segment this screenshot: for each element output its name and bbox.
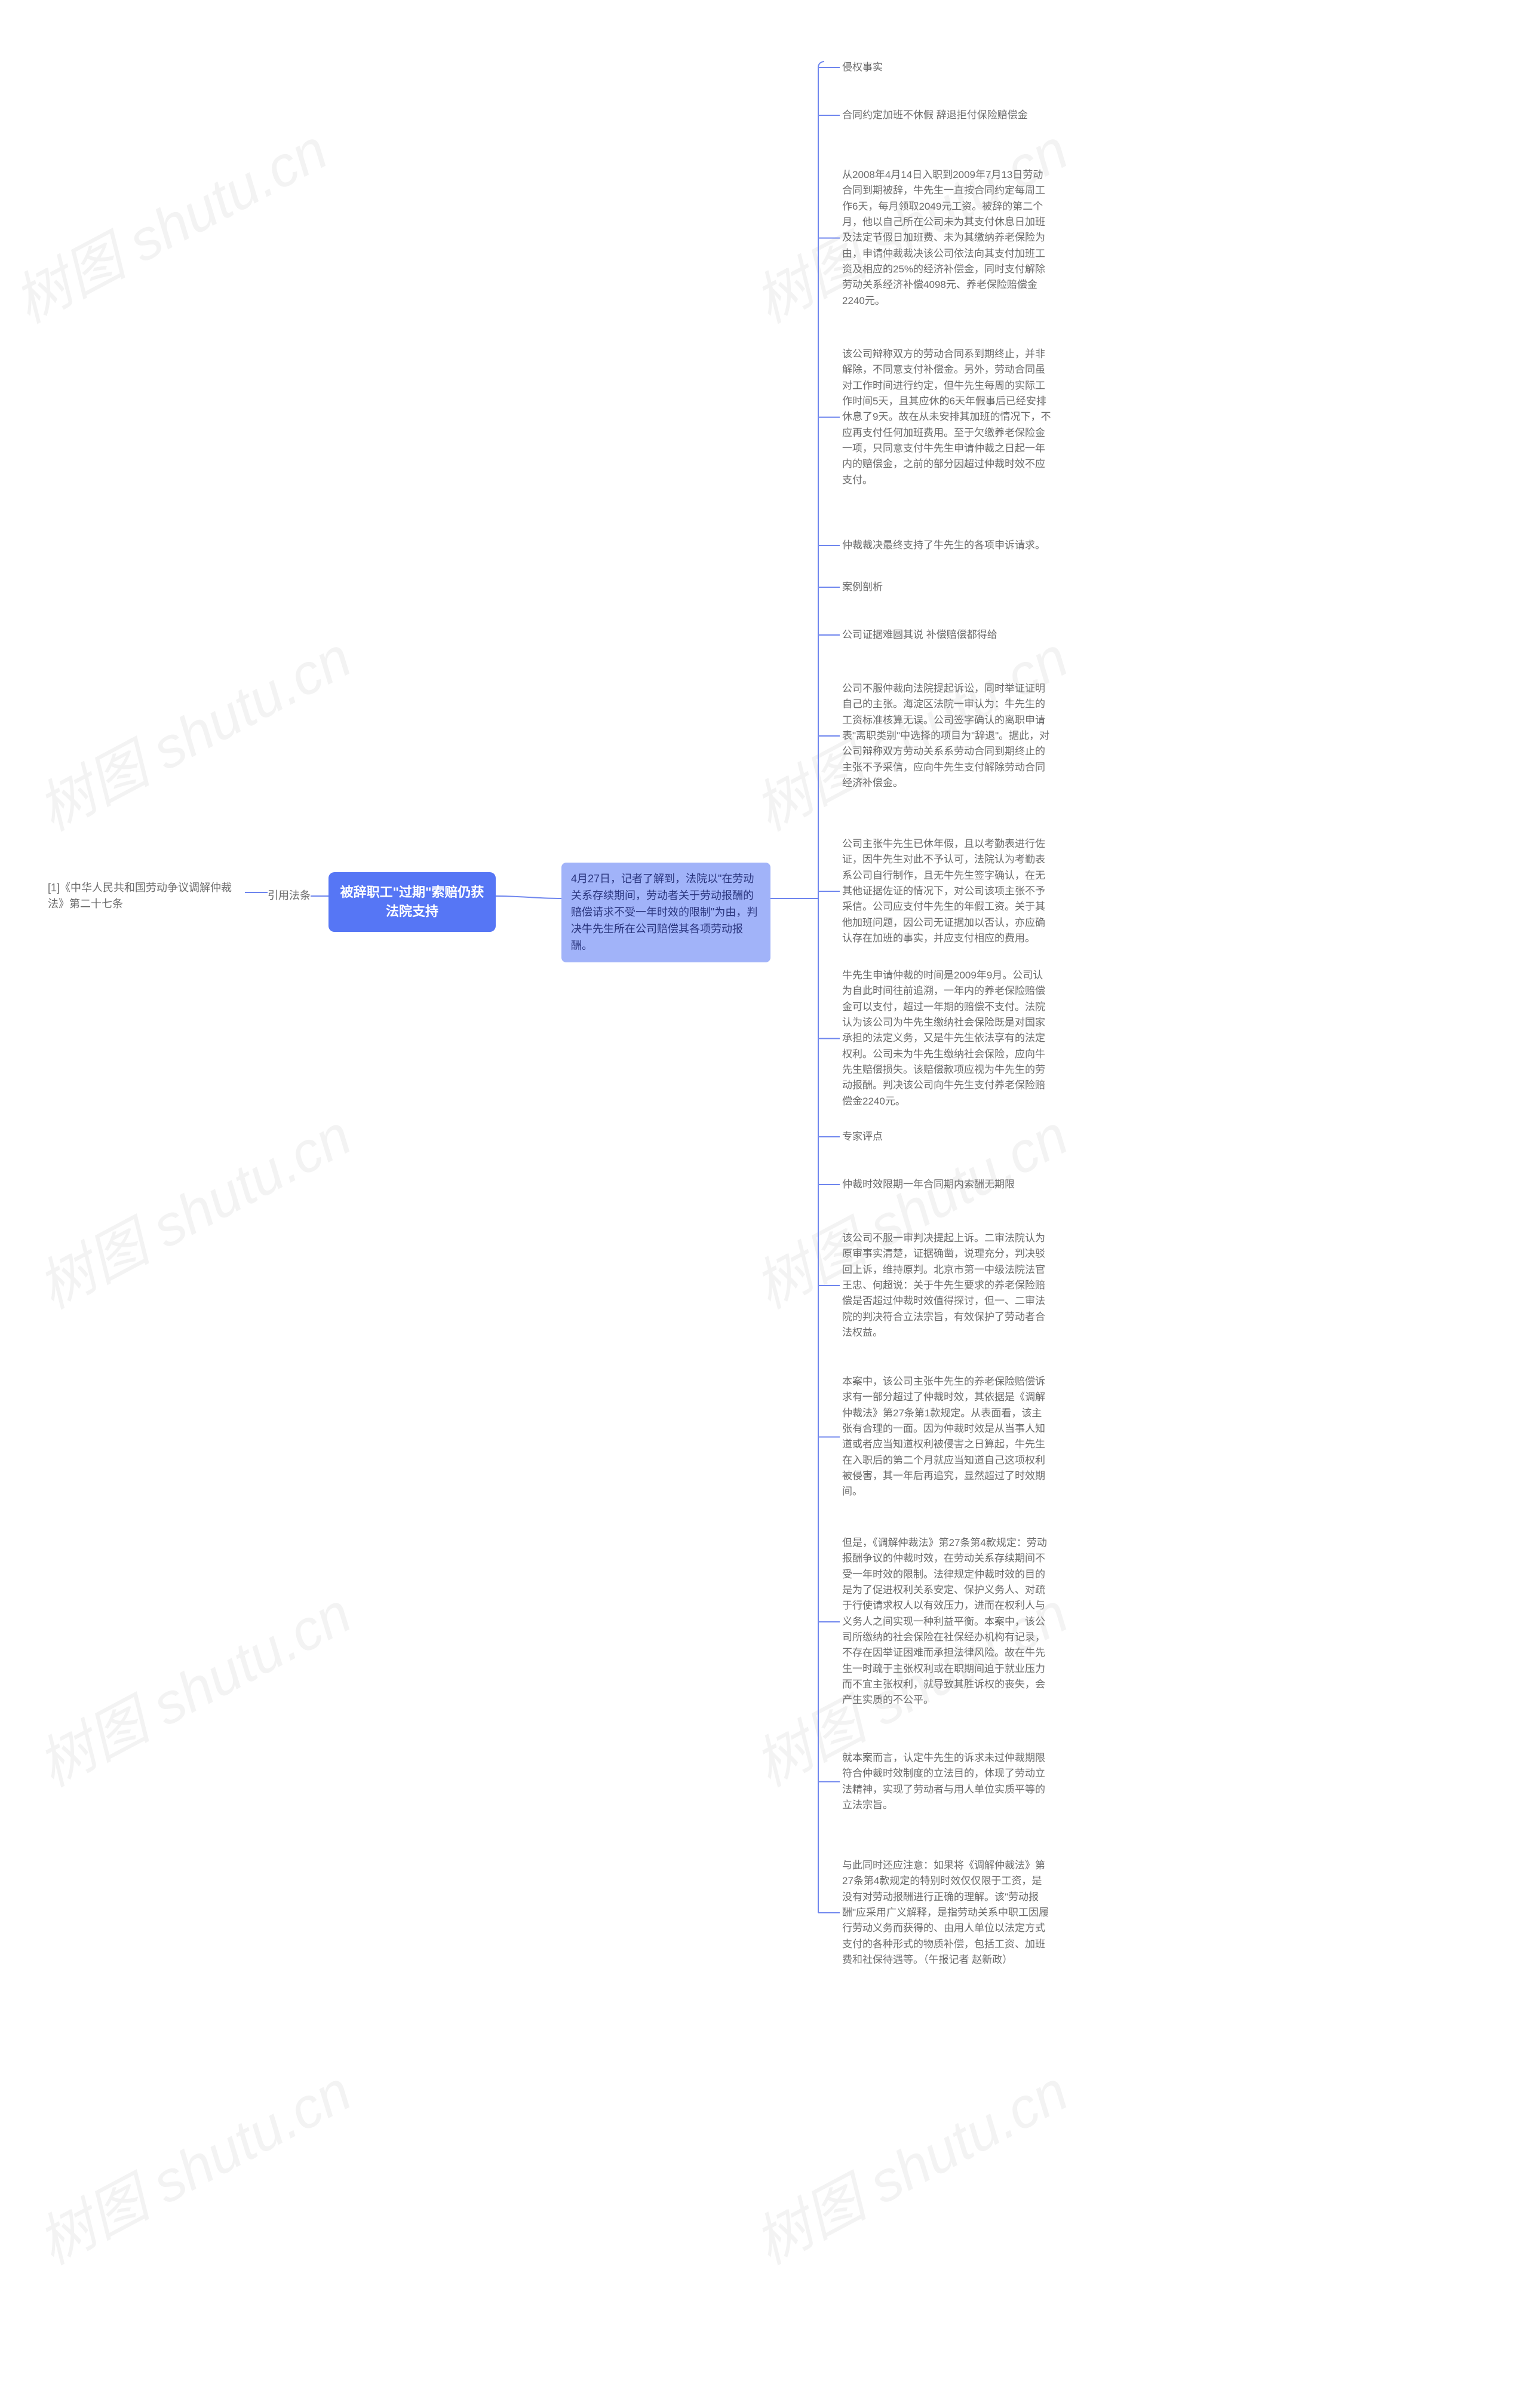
leaf-node: 公司不服仲裁向法院提起诉讼，同时举证证明自己的主张。海淀区法院一审认为：牛先生的… — [842, 681, 1051, 791]
watermark: 树图 shutu.cn — [22, 1091, 363, 1324]
leaf-node: 公司主张牛先生已休年假，且以考勤表进行佐证，因牛先生对此不予认可，法院认为考勤表… — [842, 836, 1051, 946]
leaf-text: 专家评点 — [842, 1131, 883, 1142]
leaf-node: 专家评点 — [842, 1129, 1051, 1145]
leaf-node: 就本案而言，认定牛先生的诉求未过仲裁期限符合仲裁时效制度的立法目的，体现了劳动立… — [842, 1750, 1051, 1813]
leaf-node: 但是，《调解仲裁法》第27条第4款规定：劳动报酬争议的仲裁时效，在劳动关系存续期… — [842, 1535, 1051, 1708]
sub-text: 4月27日，记者了解到，法院以"在劳动关系存续期间，劳动者关于劳动报酬的赔偿请求… — [571, 873, 757, 952]
leaf-node: 该公司辩称双方的劳动合同系到期终止，并非解除，不同意支付补偿金。另外，劳动合同虽… — [842, 346, 1051, 488]
citation-text: [1]《中华人民共和国劳动争议调解仲裁法》第二十七条 — [48, 880, 245, 912]
leaf-text: 该公司不服一审判决提起上诉。二审法院认为原审事实清楚，证据确凿，说理充分，判决驳… — [842, 1232, 1045, 1338]
leaf-node: 侵权事实 — [842, 60, 1051, 75]
leaf-text: 牛先生申请仲裁的时间是2009年9月。公司认为自此时间往前追溯，一年内的养老保险… — [842, 970, 1045, 1107]
leaf-node: 与此同时还应注意：如果将《调解仲裁法》第27条第4款规定的特别时效仅仅限于工资，… — [842, 1858, 1051, 1968]
leaf-node: 本案中，该公司主张牛先生的养老保险赔偿诉求有一部分超过了仲裁时效，其依据是《调解… — [842, 1374, 1051, 1500]
leaf-text: 该公司辩称双方的劳动合同系到期终止，并非解除，不同意支付补偿金。另外，劳动合同虽… — [842, 348, 1051, 486]
leaf-text: 仲裁裁决最终支持了牛先生的各项申诉请求。 — [842, 539, 1045, 551]
root-title: 被辞职工"过期"索赔仍获法院支持 — [340, 885, 484, 919]
watermark: 树图 shutu.cn — [22, 1569, 363, 1802]
leaf-text: 公司不服仲裁向法院提起诉讼，同时举证证明自己的主张。海淀区法院一审认为：牛先生的… — [842, 683, 1049, 789]
leaf-text: 与此同时还应注意：如果将《调解仲裁法》第27条第4款规定的特别时效仅仅限于工资，… — [842, 1860, 1049, 1965]
leaf-text: 仲裁时效限期一年合同期内索酬无期限 — [842, 1179, 1015, 1190]
leaf-node: 仲裁裁决最终支持了牛先生的各项申诉请求。 — [842, 538, 1051, 553]
leaf-node: 公司证据难圆其说 补偿赔偿都得给 — [842, 627, 1051, 643]
leaf-text: 合同约定加班不休假 辞退拒付保险赔偿金 — [842, 109, 1028, 121]
leaf-node: 仲裁时效限期一年合同期内索酬无期限 — [842, 1177, 1051, 1192]
watermark: 树图 shutu.cn — [22, 2047, 363, 2280]
watermark: 树图 shutu.cn — [738, 2047, 1080, 2280]
leaf-node: 案例剖析 — [842, 579, 1051, 595]
leaf-text: 从2008年4月14日入职到2009年7月13日劳动合同到期被辞，牛先生一直按合… — [842, 169, 1045, 306]
leaf-node: 合同约定加班不休假 辞退拒付保险赔偿金 — [842, 108, 1051, 123]
leaf-text: 公司证据难圆其说 补偿赔偿都得给 — [842, 629, 997, 640]
leaf-text: 案例剖析 — [842, 581, 883, 593]
leaf-text: 但是，《调解仲裁法》第27条第4款规定：劳动报酬争议的仲裁时效，在劳动关系存续期… — [842, 1537, 1047, 1705]
leaf-text: 就本案而言，认定牛先生的诉求未过仲裁期限符合仲裁时效制度的立法目的，体现了劳动立… — [842, 1752, 1045, 1811]
leaf-node: 牛先生申请仲裁的时间是2009年9月。公司认为自此时间往前追溯，一年内的养老保险… — [842, 968, 1051, 1109]
leaf-node: 该公司不服一审判决提起上诉。二审法院认为原审事实清楚，证据确凿，说理充分，判决驳… — [842, 1231, 1051, 1340]
leaf-text: 本案中，该公司主张牛先生的养老保险赔偿诉求有一部分超过了仲裁时效，其依据是《调解… — [842, 1376, 1045, 1497]
leaf-node: 从2008年4月14日入职到2009年7月13日劳动合同到期被辞，牛先生一直按合… — [842, 167, 1051, 309]
leaf-text: 侵权事实 — [842, 62, 883, 73]
watermark: 树图 shutu.cn — [22, 613, 363, 846]
leaf-text: 公司主张牛先生已休年假，且以考勤表进行佐证，因牛先生对此不予认可，法院认为考勤表… — [842, 838, 1045, 944]
watermark: 树图 shutu.cn — [0, 105, 339, 339]
sub-node: 4月27日，记者了解到，法院以"在劳动关系存续期间，劳动者关于劳动报酬的赔偿请求… — [561, 863, 770, 962]
root-node: 被辞职工"过期"索赔仍获法院支持 — [328, 872, 496, 932]
connectors — [0, 0, 1529, 2408]
reference-label: 引用法条 — [268, 888, 311, 904]
